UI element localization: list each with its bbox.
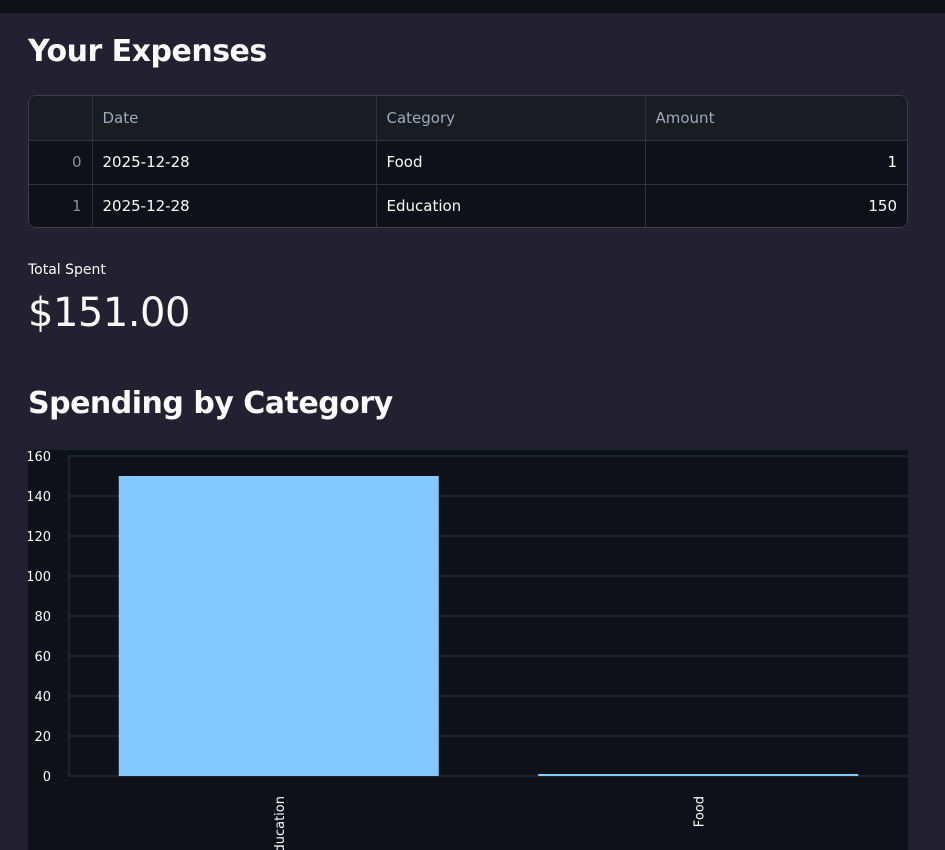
x-tick-label: Food: [692, 796, 707, 827]
y-tick-label: 0: [43, 770, 51, 785]
row-index-cell: 1: [29, 184, 93, 227]
y-tick-label: 120: [28, 530, 51, 545]
y-tick-label: 20: [34, 730, 51, 745]
table-row[interactable]: 1 2025-12-28 Education 150: [29, 184, 907, 227]
column-header-category[interactable]: Category: [376, 96, 646, 141]
metric-value: $151.00: [28, 290, 190, 336]
table-header-row: Date Category Amount: [29, 96, 907, 141]
column-header-amount[interactable]: Amount: [645, 96, 907, 141]
page-title: Your Expenses: [28, 34, 267, 69]
y-tick-label: 140: [28, 490, 51, 505]
app-header-bar: [0, 0, 945, 13]
table-row[interactable]: 0 2025-12-28 Food 1: [29, 140, 907, 185]
category-cell[interactable]: Education: [376, 184, 646, 227]
y-tick-label: 60: [34, 650, 51, 665]
category-cell[interactable]: Food: [376, 140, 646, 185]
date-cell[interactable]: 2025-12-28: [92, 184, 377, 227]
y-tick-label: 100: [28, 570, 51, 585]
amount-cell[interactable]: 150: [868, 197, 897, 216]
y-tick-label: 160: [28, 450, 51, 465]
expenses-table[interactable]: Date Category Amount 0 2025-12-28 Food 1…: [28, 95, 908, 228]
bar-food[interactable]: [538, 774, 859, 776]
y-tick-label: 80: [34, 610, 51, 625]
column-header-date[interactable]: Date: [92, 96, 377, 141]
date-cell[interactable]: 2025-12-28: [92, 140, 377, 185]
x-tick-label: Education: [273, 796, 288, 850]
y-tick-label: 40: [34, 690, 51, 705]
bar-education[interactable]: [118, 476, 439, 776]
chart-canvas[interactable]: 0 20 40 60 80 100 120 140 160 Education Food: [28, 448, 908, 850]
spending-bar-chart[interactable]: 0 20 40 60 80 100 120 140 160 Education Food: [28, 448, 908, 850]
chart-section-title: Spending by Category: [28, 386, 393, 421]
metric-label: Total Spent: [28, 262, 106, 278]
row-index-cell: 0: [29, 140, 93, 185]
amount-cell[interactable]: 1: [645, 140, 907, 185]
column-header-index[interactable]: [29, 96, 93, 141]
